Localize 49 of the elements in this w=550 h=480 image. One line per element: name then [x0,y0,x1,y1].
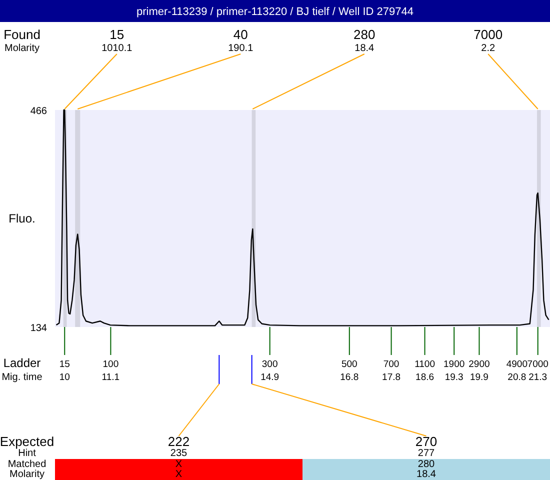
text: 235 [170,448,188,459]
x-tick-label: 19.3 [444,372,464,383]
text: Molarity [9,469,45,480]
text: 7000 [474,27,503,42]
annotation: 7000 [527,359,548,370]
x-tick-label: 17.8 [382,372,401,383]
annotation: 222 [168,434,190,449]
text: 2.2 [481,43,496,54]
annotation: 40 [233,27,248,42]
x-tick-label: 19.9 [470,372,488,383]
y-tick-label: 466 [30,106,48,117]
text: 100 [102,359,119,370]
text: Hint [18,448,36,459]
text: Ladder [3,356,41,370]
line-series [56,109,550,326]
text: 18.4 [416,469,436,480]
chart-title: primer-113239 / primer-113220 / BJ tielf / Well ID 279744 [136,6,414,18]
text: 280 [418,459,436,470]
x-tick-label: 11.1 [102,372,120,383]
text: Molarity [4,43,40,54]
x-tick-label: 16.8 [340,372,359,383]
x-tick-label: 20.8 [508,372,526,383]
text: 2900 [468,359,490,370]
text: Matched [8,459,46,470]
text: 277 [418,448,436,459]
text: 15 [110,27,124,42]
text: 1900 [444,359,465,370]
text: 1010.1 [102,43,133,54]
annotation: 15 [59,359,70,370]
x-tick-label: 18.6 [416,372,434,383]
annotation: 280 [354,27,376,42]
y-tick-label: 134 [30,323,48,334]
x-tick-label: 14.9 [260,372,280,383]
text: 18.4 [354,43,375,54]
text: 190.1 [228,43,254,54]
text: 700 [383,359,400,370]
text: 1100 [414,359,436,370]
text: 4900 [506,359,528,370]
x-tick-label: 21.3 [528,372,548,383]
y-axis-title: Fluo. [8,212,36,226]
x-tick-label: 10 [59,372,70,383]
text: Found [4,27,40,42]
text: X [175,459,182,470]
annotation: 270 [415,434,438,449]
text: 500 [341,359,358,370]
text: Mig. time [2,372,43,383]
text: X [175,469,182,480]
text: Expected [0,434,54,449]
text: 300 [262,359,278,370]
